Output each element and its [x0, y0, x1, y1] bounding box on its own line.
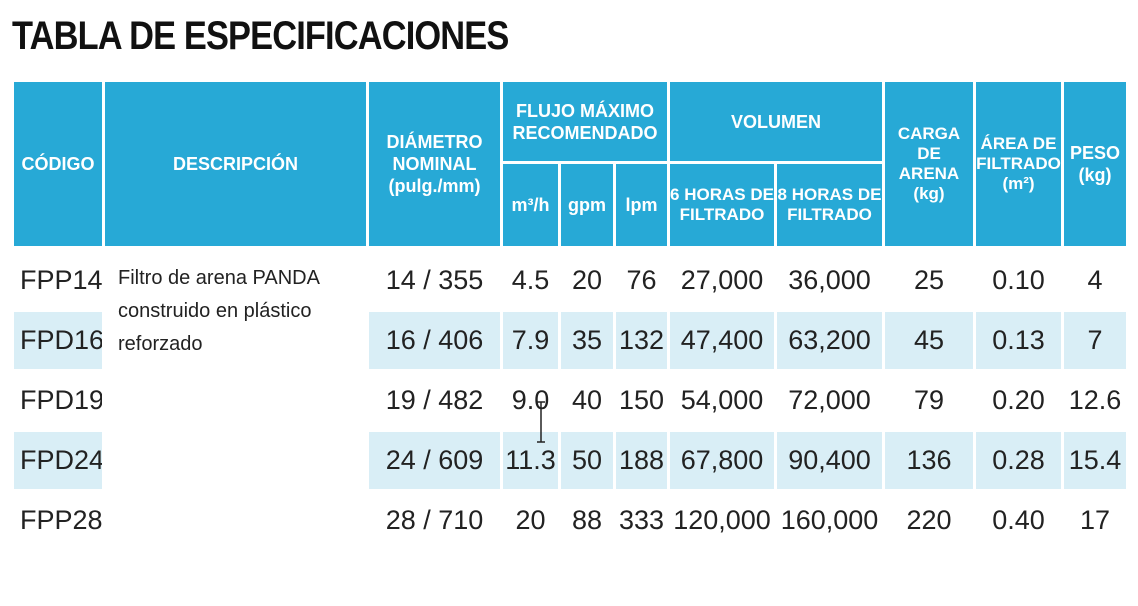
cell-vol-6h: 54,000	[680, 385, 764, 415]
header-vol-8h: 8 HORAS DE FILTRADO	[777, 164, 882, 246]
cell-peso: 7	[1087, 325, 1103, 355]
column-divider	[973, 250, 976, 550]
cell-m3h: 4.5	[511, 265, 550, 295]
column-divider	[774, 250, 777, 550]
cell-peso: 4	[1087, 265, 1103, 295]
header-flujo-lpm: lpm	[616, 164, 667, 246]
header-area: ÁREA DE FILTRADO (m²)	[976, 82, 1061, 246]
header-flujo-gpm: gpm	[561, 164, 613, 246]
header-carga: CARGA DE ARENA (kg)	[885, 82, 973, 246]
cell-vol-6h: 120,000	[673, 505, 771, 535]
header-flujo: FLUJO MÁXIMO RECOMENDADO	[503, 82, 667, 161]
cell-carga: 25	[913, 265, 945, 295]
cell-codigo: FPP28T	[20, 505, 120, 535]
table-row: FPD19T 19 / 482 9.0 40 150 54,000 72,000…	[14, 372, 1126, 429]
header-codigo: CÓDIGO	[14, 82, 102, 246]
cell-gpm: 35	[571, 325, 603, 355]
cell-peso: 12.6	[1068, 385, 1122, 415]
cell-vol-6h: 67,800	[680, 445, 764, 475]
header-vol-6h: 6 HORAS DE FILTRADO	[670, 164, 774, 246]
cell-area: 0.20	[992, 385, 1045, 415]
column-divider	[882, 250, 885, 550]
cell-codigo: FPD16T	[20, 325, 121, 355]
cell-vol-8h: 36,000	[788, 265, 871, 295]
column-divider	[667, 250, 670, 550]
cell-lpm: 188	[618, 445, 665, 475]
cell-diametro: 28 / 710	[385, 505, 484, 535]
text-cursor-icon	[537, 400, 545, 444]
cell-area: 0.10	[992, 265, 1045, 295]
cell-diametro: 24 / 609	[385, 445, 484, 475]
cell-diametro: 16 / 406	[385, 325, 484, 355]
header-flujo-m3h: m³/h	[503, 164, 558, 246]
description-text: Filtro de arena PANDA construido en plás…	[118, 267, 320, 355]
column-divider	[500, 250, 503, 550]
cell-vol-8h: 160,000	[780, 505, 879, 535]
cell-diametro: 19 / 482	[385, 385, 484, 415]
header-peso: PESO (kg)	[1064, 82, 1126, 246]
cell-gpm: 50	[571, 445, 603, 475]
column-divider	[613, 250, 616, 550]
cell-vol-8h: 72,000	[788, 385, 871, 415]
cell-codigo: FPP14T	[20, 265, 120, 295]
table-row: FPP28T 28 / 710 20 88 333 120,000 160,00…	[14, 492, 1126, 549]
description-cell	[105, 252, 366, 549]
header-descripcion: DESCRIPCIÓN	[105, 82, 366, 246]
cell-diametro: 14 / 355	[385, 265, 484, 295]
column-divider	[366, 250, 369, 550]
cell-carga: 79	[913, 385, 945, 415]
cell-lpm: 333	[618, 505, 665, 535]
cell-carga: 45	[913, 325, 945, 355]
column-divider	[1061, 250, 1064, 550]
column-divider	[102, 250, 105, 550]
cell-vol-8h: 63,200	[788, 325, 871, 355]
cell-carga: 220	[906, 505, 952, 535]
cell-area: 0.13	[992, 325, 1045, 355]
cell-lpm: 150	[618, 385, 665, 415]
cell-gpm: 88	[571, 505, 603, 535]
cell-gpm: 20	[571, 265, 603, 295]
cell-gpm: 40	[571, 385, 603, 415]
cell-area: 0.28	[992, 445, 1045, 475]
cell-vol-6h: 27,000	[680, 265, 764, 295]
page-title: TABLA DE ESPECIFICACIONES	[12, 14, 509, 58]
cell-peso: 17	[1079, 505, 1111, 535]
cell-codigo: FPD19T	[20, 385, 121, 415]
cell-lpm: 132	[618, 325, 665, 355]
cell-codigo: FPD24T	[20, 445, 121, 475]
cell-carga: 136	[906, 445, 952, 475]
cell-m3h: 9.0	[511, 385, 550, 415]
cell-area: 0.40	[992, 505, 1045, 535]
header-volumen: VOLUMEN	[670, 82, 882, 161]
cell-vol-8h: 90,400	[788, 445, 871, 475]
header-diametro: DIÁMETRO NOMINAL (pulg./mm)	[369, 82, 500, 246]
cell-m3h: 7.9	[511, 325, 550, 355]
column-divider	[558, 250, 561, 550]
cell-m3h: 20	[515, 505, 546, 535]
cell-lpm: 76	[626, 265, 657, 295]
cell-peso: 15.4	[1068, 445, 1122, 475]
cell-vol-6h: 47,400	[680, 325, 764, 355]
cell-m3h: 11.3	[505, 445, 556, 475]
